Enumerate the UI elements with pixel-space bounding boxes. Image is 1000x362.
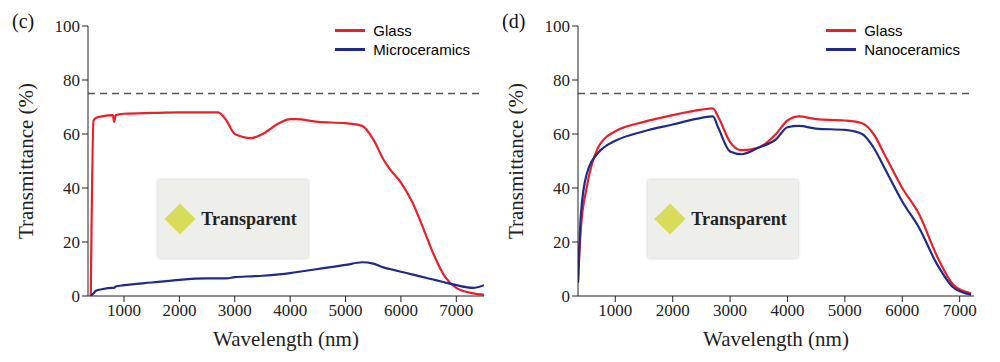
html-text:(d): (d)	[502, 10, 526, 32]
svg-text:60: 60	[63, 125, 80, 144]
svg-text:1000: 1000	[107, 301, 141, 320]
svg-text:7000: 7000	[943, 301, 977, 320]
svg-text:0: 0	[72, 287, 81, 306]
svg-text:2000: 2000	[162, 301, 196, 320]
svg-text:20: 20	[63, 233, 80, 252]
svg-text:100: 100	[55, 17, 81, 36]
svg-text:5000: 5000	[828, 301, 862, 320]
html-text:Transparent: Transparent	[691, 208, 787, 229]
svg-text:60: 60	[553, 125, 570, 144]
svg-text:Wavelength (nm): Wavelength (nm)	[703, 327, 849, 351]
svg-text:Transmittance (%): Transmittance (%)	[14, 83, 38, 239]
svg-text:4000: 4000	[273, 301, 307, 320]
html-text:Microceramics: Microceramics	[373, 41, 470, 58]
svg-text:7000: 7000	[439, 301, 473, 320]
html-text:Glass: Glass	[373, 22, 412, 39]
svg-text:1000: 1000	[598, 301, 632, 320]
svg-text:80: 80	[553, 71, 570, 90]
svg-text:6000: 6000	[384, 301, 418, 320]
html-text:(c): (c)	[12, 10, 35, 32]
svg-text:Wavelength (nm): Wavelength (nm)	[213, 327, 359, 351]
svg-text:100: 100	[545, 17, 571, 36]
svg-text:0: 0	[562, 287, 571, 306]
svg-text:4000: 4000	[770, 301, 804, 320]
html-text:Glass: Glass	[864, 22, 903, 39]
svg-text:3000: 3000	[713, 301, 747, 320]
svg-text:40: 40	[553, 179, 570, 198]
svg-text:Transmittance (%): Transmittance (%)	[504, 83, 528, 239]
html-text:Transparent: Transparent	[201, 208, 297, 229]
svg-text:2000: 2000	[656, 301, 690, 320]
svg-text:80: 80	[63, 71, 80, 90]
svg-text:40: 40	[63, 179, 80, 198]
svg-text:3000: 3000	[218, 301, 252, 320]
html-text:Nanoceramics: Nanoceramics	[864, 41, 960, 58]
svg-text:20: 20	[553, 233, 570, 252]
svg-text:6000: 6000	[885, 301, 919, 320]
svg-text:5000: 5000	[329, 301, 363, 320]
